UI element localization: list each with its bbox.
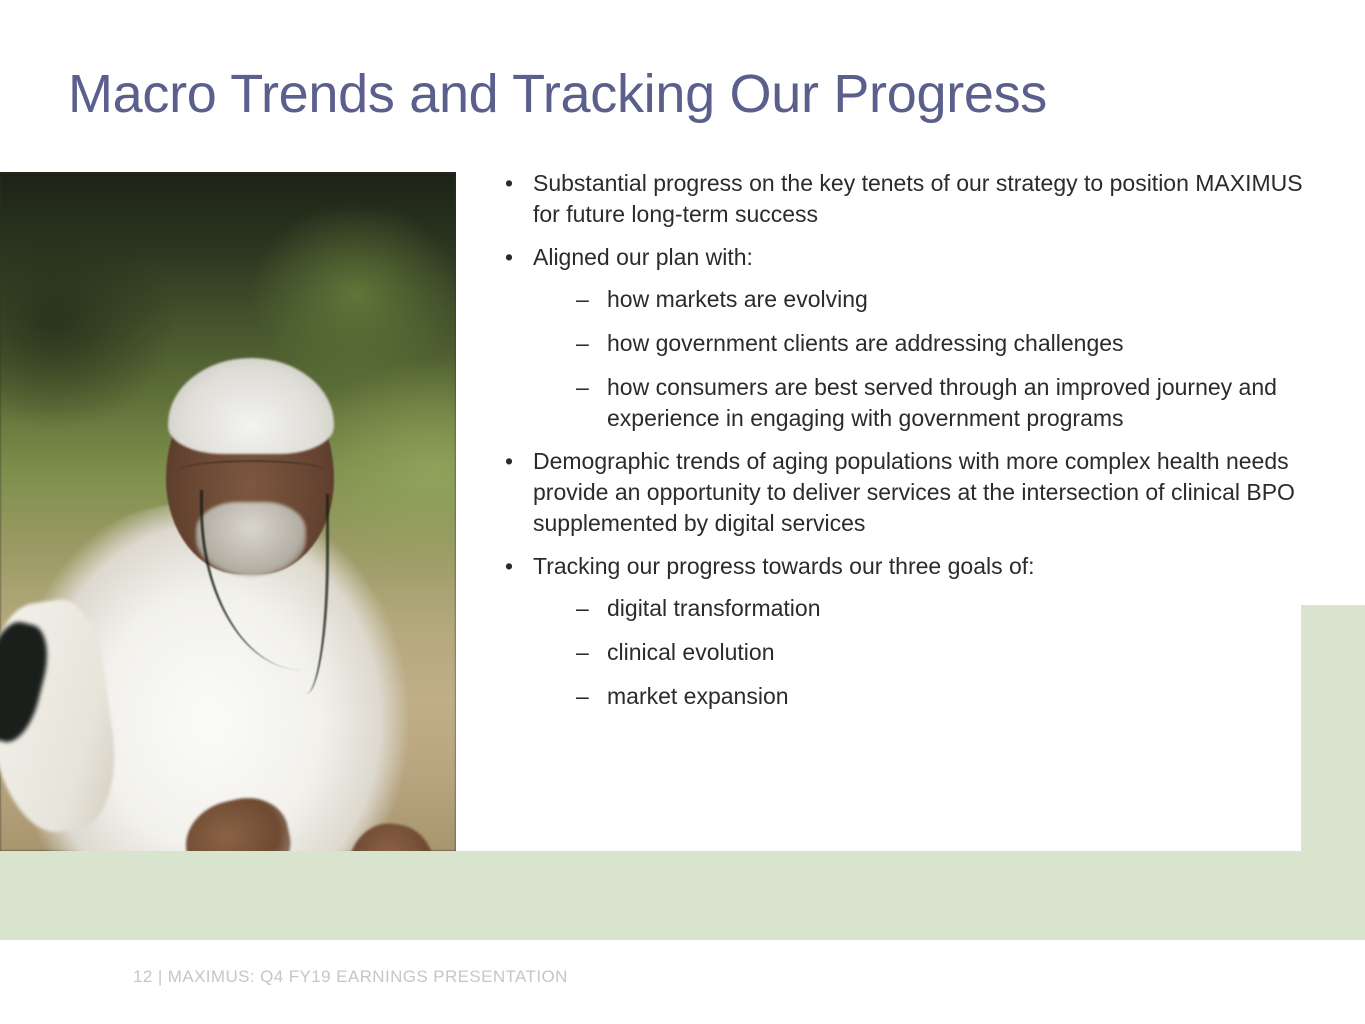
- bullet-text: Aligned our plan with:: [533, 244, 753, 270]
- bullet-marker-icon: •: [505, 553, 514, 579]
- list-item: – how government clients are addressing …: [533, 328, 1305, 359]
- bullet-marker-icon: •: [505, 170, 514, 196]
- sub-bullet-text: clinical evolution: [607, 639, 775, 665]
- bullet-list: • Substantial progress on the key tenets…: [495, 168, 1305, 712]
- sub-bullet-list: – how markets are evolving – how governm…: [533, 284, 1305, 434]
- decorative-band-vertical: [1301, 605, 1365, 853]
- decorative-band-horizontal: [0, 851, 1365, 940]
- dash-marker-icon: –: [576, 595, 589, 621]
- sub-bullet-text: digital transformation: [607, 595, 821, 621]
- list-item: • Tracking our progress towards our thre…: [495, 551, 1305, 712]
- photo-glasses: [176, 460, 328, 484]
- list-item: • Demographic trends of aging population…: [495, 446, 1305, 539]
- list-item: • Aligned our plan with: – how markets a…: [495, 242, 1305, 434]
- list-item: – digital transformation: [533, 593, 1305, 624]
- sub-bullet-list: – digital transformation – clinical evol…: [533, 593, 1305, 712]
- list-item: • Substantial progress on the key tenets…: [495, 168, 1305, 230]
- bullet-marker-icon: •: [505, 448, 514, 474]
- list-item: – how markets are evolving: [533, 284, 1305, 315]
- dash-marker-icon: –: [576, 330, 589, 356]
- list-item: – how consumers are best served through …: [533, 372, 1305, 434]
- slide-footer: 12 | MAXIMUS: Q4 FY19 EARNINGS PRESENTAT…: [133, 967, 568, 986]
- bullet-text: Tracking our progress towards our three …: [533, 553, 1035, 579]
- list-item: – market expansion: [533, 681, 1305, 712]
- bullet-content: • Substantial progress on the key tenets…: [495, 168, 1305, 724]
- dash-marker-icon: –: [576, 683, 589, 709]
- dash-marker-icon: –: [576, 286, 589, 312]
- photo-hair: [168, 358, 334, 454]
- sub-bullet-text: market expansion: [607, 683, 789, 709]
- bullet-marker-icon: •: [505, 244, 514, 270]
- dash-marker-icon: –: [576, 374, 589, 400]
- sub-bullet-text: how government clients are addressing ch…: [607, 330, 1124, 356]
- bullet-text: Substantial progress on the key tenets o…: [533, 170, 1303, 227]
- runner-photo: [0, 172, 456, 851]
- bullet-text: Demographic trends of aging populations …: [533, 448, 1295, 536]
- page-title: Macro Trends and Tracking Our Progress: [68, 64, 1048, 124]
- dash-marker-icon: –: [576, 639, 589, 665]
- sub-bullet-text: how consumers are best served through an…: [607, 374, 1277, 431]
- list-item: – clinical evolution: [533, 637, 1305, 668]
- photo-earbud-cord-right: [296, 494, 329, 694]
- sub-bullet-text: how markets are evolving: [607, 286, 868, 312]
